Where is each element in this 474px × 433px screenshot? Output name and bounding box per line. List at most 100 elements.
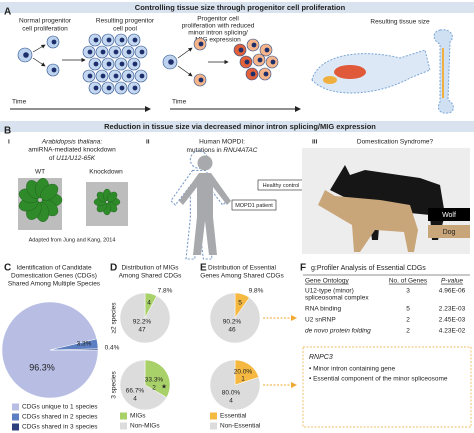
pie-slice	[209, 292, 261, 344]
nucleus	[113, 49, 119, 55]
gene-count: 3	[406, 288, 410, 295]
nucleus	[270, 59, 276, 65]
row-label: 3 species	[111, 371, 118, 399]
label: cell pool	[113, 26, 137, 33]
label: amiRNA-mediated knockdown	[28, 147, 116, 154]
pie-slice	[209, 359, 261, 411]
gene: RNU4ATAC	[223, 147, 257, 154]
nucleus	[51, 39, 57, 45]
term: de novo protein folding	[305, 328, 371, 335]
nucleus	[139, 73, 145, 79]
title: Domestication Genes (CDGs)	[11, 273, 97, 280]
nucleus	[87, 73, 93, 79]
count-label: 1	[241, 376, 245, 383]
gene-count: 2	[406, 328, 410, 335]
patient	[179, 155, 231, 255]
col-header: No. of Genes	[389, 278, 428, 285]
title: Identification of Candidate	[16, 265, 92, 272]
nucleus	[100, 73, 106, 79]
pct-label: 66.7%	[126, 388, 145, 395]
pie-slice	[119, 292, 171, 344]
pct-label: 90.2%	[223, 319, 242, 326]
legend-label: Non-MIGs	[130, 423, 160, 430]
legend-swatch	[120, 412, 127, 420]
credit: Adapted from Jung and Kang, 2014	[29, 237, 116, 243]
pie-slice	[144, 359, 171, 398]
nucleus	[126, 73, 132, 79]
title: Distribution of Essential	[208, 265, 276, 272]
nucleus	[139, 49, 145, 55]
gene: RNPC3	[309, 354, 333, 361]
nucleus	[93, 85, 99, 91]
label: Resulting progenitor	[96, 18, 155, 25]
panel-letter: A	[4, 7, 11, 18]
label: MIG expression	[195, 37, 241, 44]
sub-letter: iii	[312, 139, 318, 146]
label: mutations in RNU4ATAC	[187, 147, 258, 154]
sub-letter: i	[8, 139, 10, 146]
arrow	[32, 44, 46, 53]
count-label: 5	[238, 300, 242, 307]
arrow	[177, 65, 193, 77]
panel-letter: E	[200, 263, 207, 274]
bullet: • Essential component of the minor splic…	[309, 376, 448, 383]
label: of	[49, 155, 55, 162]
pie-slice	[119, 359, 168, 411]
nucleus	[132, 37, 138, 43]
term: U2 snRNP	[305, 317, 336, 324]
nucleus	[244, 59, 250, 65]
legend-box	[428, 208, 470, 221]
legend-swatch	[12, 423, 19, 431]
label: Resulting tissue size	[370, 19, 430, 26]
label: of U11/U12-65K	[49, 155, 96, 162]
row-label: ≥2 species	[111, 302, 118, 334]
legend-label: CDGs unique to 1 species	[22, 404, 98, 411]
legend-label: MIGs	[130, 413, 146, 420]
panel-letter: F	[300, 263, 306, 274]
nucleus	[93, 37, 99, 43]
label: Knockdown	[89, 169, 123, 176]
leaf	[40, 183, 59, 201]
nucleus	[168, 59, 174, 65]
label: Dog	[443, 229, 456, 236]
sub-letter: ii	[146, 139, 150, 146]
label: Arabidopsis thaliana:	[41, 139, 103, 146]
legend-swatch	[210, 422, 217, 430]
label: MOPD1 patient	[235, 203, 273, 209]
nucleus	[23, 52, 29, 58]
nucleus	[119, 85, 125, 91]
label: Progenitor cell	[197, 16, 239, 23]
pct-label: 7.8%	[158, 288, 173, 295]
label: proliferation with reduced	[182, 23, 255, 30]
pct-label: 92.2%	[133, 319, 152, 326]
title: Shared Among Multiple Species	[8, 281, 101, 288]
gene: U11/U12-65K	[56, 155, 96, 162]
pct-label: 3.3%	[77, 341, 92, 348]
nucleus	[106, 37, 112, 43]
panel-letter: C	[4, 263, 11, 274]
title: Genes Among Shared CDGs	[200, 273, 284, 280]
label: Human MOPDI:	[199, 139, 245, 146]
nucleus	[106, 85, 112, 91]
time-label: Time	[172, 99, 187, 106]
nucleus	[251, 42, 257, 48]
nucleus	[126, 49, 132, 55]
legend-label: Essential	[220, 413, 247, 420]
label-box	[231, 199, 277, 211]
nucleus	[51, 67, 57, 73]
legend-swatch	[210, 412, 217, 420]
label: cell proliferation	[22, 26, 68, 33]
pct-label: 33.3%	[145, 377, 164, 384]
count-label: 47	[138, 327, 146, 334]
term: U12-type (minor)	[305, 288, 354, 295]
nucleus	[132, 85, 138, 91]
count-label: 4	[229, 398, 233, 405]
title: g:Profiler Analysis of Essential CDGs	[311, 265, 426, 272]
human	[170, 150, 231, 260]
gene-count: 5	[406, 306, 410, 313]
labels-a: Normal progenitor cell proliferation Res…	[19, 16, 430, 44]
label: Wolf	[442, 212, 456, 219]
nucleus	[198, 77, 204, 83]
plants	[18, 178, 121, 222]
